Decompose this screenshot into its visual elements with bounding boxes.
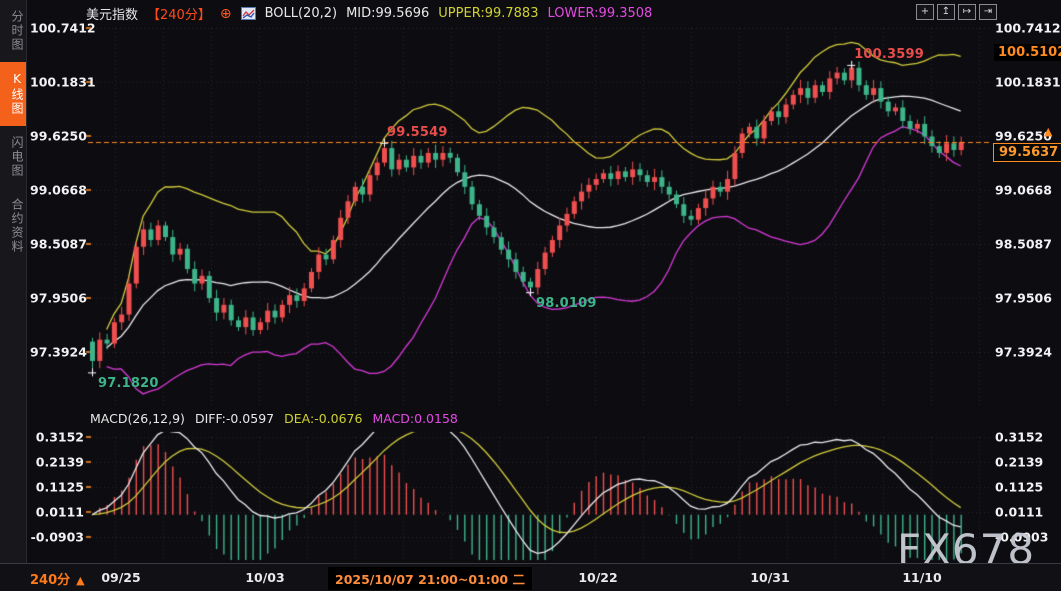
macd-tick-label: 0.3152 xyxy=(995,430,1059,445)
sidebar-item-time-chart[interactable]: 分时图 xyxy=(0,0,26,62)
sidebar-item-flash-chart[interactable]: 闪电图 xyxy=(0,126,26,188)
boll-lower-value: LOWER:99.3508 xyxy=(547,6,652,21)
timeframe-label: 【240分】 xyxy=(147,4,211,23)
boll-indicator-label: BOLL(20,2) xyxy=(265,6,338,21)
price-tick-label: 100.7412 xyxy=(995,21,1059,36)
chart-header: 美元指数 【240分】 ⊕ BOLL(20,2) MID:99.5696 UPP… xyxy=(86,4,652,23)
price-annotation-high: 99.5549 xyxy=(387,125,448,140)
boll-upper-value: UPPER:99.7883 xyxy=(438,6,538,21)
macd-tick-label: 0.2139 xyxy=(18,455,84,470)
price-tick-label: 98.5087 xyxy=(995,237,1059,252)
price-tick-label: 99.0668 xyxy=(30,183,84,198)
macd-dea-value: DEA:-0.0676 xyxy=(284,411,362,426)
date-tick-label: 10/03 xyxy=(245,570,284,585)
date-tick-label: 10/22 xyxy=(578,570,617,585)
macd-indicator-label: MACD(26,12,9) xyxy=(90,411,185,426)
scale-x-tool-icon[interactable]: ↦ xyxy=(958,4,976,20)
macd-header: MACD(26,12,9) DIFF:-0.0597 DEA:-0.0676 M… xyxy=(90,411,458,426)
timeframe-selector[interactable]: 240分▲ xyxy=(30,569,85,588)
price-annotation-low: 97.1820 xyxy=(98,376,159,391)
macd-tick-label: 0.1125 xyxy=(995,480,1059,495)
macd-hist-value: MACD:0.0158 xyxy=(372,411,457,426)
date-tick-label: 10/31 xyxy=(750,570,789,585)
macd-diff-value: DIFF:-0.0597 xyxy=(195,411,274,426)
macd-tick-label: 0.3152 xyxy=(18,430,84,445)
timeframe-arrow-icon: ▲ xyxy=(76,574,84,587)
indicator-chart-icon xyxy=(241,7,256,20)
add-indicator-icon[interactable]: ⊕ xyxy=(220,6,232,22)
macd-tick-label: -0.0903 xyxy=(18,530,84,545)
price-tick-label: 100.1831 xyxy=(30,75,84,90)
price-tick-label: 97.3924 xyxy=(30,345,84,360)
price-annotation-low: 98.0109 xyxy=(536,296,597,311)
hover-date-tooltip: 2025/10/07 21:00~01:00 二 xyxy=(328,567,532,590)
price-tick-label: 99.6250 xyxy=(30,129,84,144)
price-tick-label: 100.7412 xyxy=(30,21,84,36)
macd-tick-label: 0.1125 xyxy=(18,480,84,495)
current-price-badge: 99.5637 xyxy=(993,143,1061,162)
price-tick-label: 100.1831 xyxy=(995,75,1059,90)
macd-tick-label: 0.0111 xyxy=(995,505,1059,520)
macd-tick-label: 0.0111 xyxy=(18,505,84,520)
date-tick-label: 11/10 xyxy=(902,570,941,585)
crosshair-tool-icon[interactable]: + xyxy=(916,4,934,20)
chart-toolbar: + ↥ ↦ ⇥ xyxy=(916,4,997,20)
sidebar-item-contract-info[interactable]: 合约资料 xyxy=(0,188,26,264)
boll-mid-value: MID:99.5696 xyxy=(346,6,429,21)
candlestick-chart-canvas[interactable] xyxy=(0,0,1061,590)
price-alert-arrow-icon[interactable]: ▲ xyxy=(1044,126,1052,137)
pan-right-tool-icon[interactable]: ⇥ xyxy=(979,4,997,20)
upper-marker-badge: 100.5102 xyxy=(994,44,1061,61)
time-axis-bar: 240分▲ 09/25 10/03 10/22 10/31 11/10 2025… xyxy=(0,563,1061,591)
scale-y-tool-icon[interactable]: ↥ xyxy=(937,4,955,20)
price-tick-label: 98.5087 xyxy=(30,237,84,252)
price-tick-label: 97.3924 xyxy=(995,345,1059,360)
price-tick-label: 97.9506 xyxy=(30,291,84,306)
macd-tick-label: 0.2139 xyxy=(995,455,1059,470)
date-tick-label: 09/25 xyxy=(101,570,140,585)
price-tick-label: 99.0668 xyxy=(995,183,1059,198)
price-annotation-high: 100.3599 xyxy=(854,47,924,62)
price-tick-label: 97.9506 xyxy=(995,291,1059,306)
sidebar-item-kline-chart[interactable]: K线图 xyxy=(0,62,26,126)
